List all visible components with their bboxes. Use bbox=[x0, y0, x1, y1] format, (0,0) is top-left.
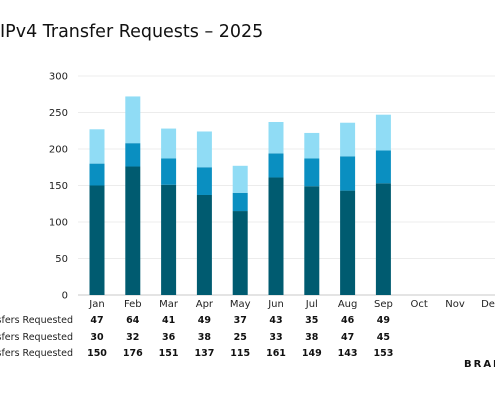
bar-segment bbox=[375, 150, 391, 184]
grid-lines bbox=[78, 75, 495, 296]
bar-segment bbox=[196, 131, 212, 168]
bar-segment bbox=[89, 129, 105, 164]
table-cell: 38 bbox=[305, 332, 319, 343]
bar-segment bbox=[161, 158, 177, 185]
x-tick-label: Sep bbox=[374, 299, 393, 310]
table-cell: 153 bbox=[373, 348, 393, 359]
table-cell: 33 bbox=[269, 332, 282, 343]
x-axis-ticks: Jan Feb Mar Apr May Jun Jul Aug Sep Oct Nov Dec bbox=[88, 299, 495, 310]
table-cell: 46 bbox=[341, 315, 355, 326]
x-tick-label: Jan bbox=[88, 299, 104, 310]
table-cell: 25 bbox=[234, 332, 247, 343]
table-cell: 149 bbox=[302, 348, 322, 359]
table-cell: 49 bbox=[198, 315, 211, 326]
bar-segment bbox=[89, 163, 105, 186]
table-cell: 43 bbox=[269, 315, 282, 326]
brand-logo: BRAN bbox=[464, 359, 495, 370]
table-cell: 35 bbox=[305, 315, 318, 326]
x-tick-label: Feb bbox=[124, 299, 142, 310]
bar-segment bbox=[304, 186, 320, 295]
y-tick-label: 0 bbox=[62, 291, 68, 302]
table-cell: 150 bbox=[87, 348, 107, 359]
bar-segment bbox=[304, 132, 320, 159]
table-cell: 47 bbox=[90, 315, 103, 326]
bar-segment bbox=[196, 167, 212, 195]
y-tick-label: 300 bbox=[49, 72, 68, 83]
y-tick-label: 50 bbox=[55, 254, 68, 265]
table-cell: 49 bbox=[377, 315, 390, 326]
chart-title: IPv4 Transfer Requests – 2025 bbox=[0, 22, 264, 42]
table-row-label: …nsfers Requested bbox=[0, 315, 73, 326]
bar-segment bbox=[161, 128, 177, 159]
x-tick-label: May bbox=[230, 299, 251, 310]
bar-segment bbox=[125, 166, 141, 295]
table-row-label: …nsfers Requested bbox=[0, 348, 73, 359]
bar-segment bbox=[268, 121, 284, 154]
x-tick-label: Dec bbox=[481, 299, 495, 310]
x-tick-label: Jul bbox=[305, 299, 318, 310]
bar-segment bbox=[375, 114, 391, 151]
bar-segment bbox=[375, 183, 391, 295]
table-cell: 143 bbox=[338, 348, 358, 359]
table-cell: 38 bbox=[198, 332, 212, 343]
x-tick-label: Mar bbox=[159, 299, 179, 310]
bar-segment bbox=[161, 184, 177, 295]
x-tick-label: Nov bbox=[445, 299, 465, 310]
x-tick-label: Oct bbox=[411, 299, 428, 310]
bar-segment bbox=[89, 185, 105, 295]
data-table: …nsfers Requested 47 64 41 49 37 43 35 46 49 …sfer… bbox=[0, 315, 393, 359]
y-tick-label: 250 bbox=[49, 108, 68, 119]
table-cell: 30 bbox=[90, 332, 104, 343]
x-tick-label: Aug bbox=[338, 299, 358, 310]
bar-segment bbox=[232, 211, 248, 295]
table-cell: 41 bbox=[162, 315, 175, 326]
y-axis-ticks: 0 50 100 150 200 250 300 bbox=[49, 72, 68, 302]
table-cell: 115 bbox=[230, 348, 250, 359]
x-tick-label: Apr bbox=[196, 299, 214, 310]
table-cell: 64 bbox=[126, 315, 140, 326]
bar-segment bbox=[268, 153, 284, 178]
bar-segment bbox=[232, 192, 248, 212]
table-cell: 37 bbox=[234, 315, 247, 326]
bar-segment bbox=[196, 194, 212, 295]
bar-segment bbox=[232, 165, 248, 193]
bar-segment bbox=[125, 143, 141, 167]
table-cell: 176 bbox=[123, 348, 143, 359]
y-tick-label: 100 bbox=[49, 218, 68, 229]
table-cell: 32 bbox=[126, 332, 139, 343]
y-tick-label: 200 bbox=[49, 145, 68, 156]
table-cell: 137 bbox=[194, 348, 214, 359]
table-cell: 36 bbox=[162, 332, 176, 343]
bar-segment bbox=[304, 158, 320, 187]
x-tick-label: Jun bbox=[267, 299, 284, 310]
bar-segment bbox=[268, 177, 284, 295]
table-cell: 161 bbox=[266, 348, 286, 359]
table-cell: 151 bbox=[159, 348, 179, 359]
bars bbox=[89, 96, 391, 295]
bar-segment bbox=[125, 96, 141, 144]
table-cell: 45 bbox=[377, 332, 390, 343]
table-cell: 47 bbox=[341, 332, 354, 343]
bar-segment bbox=[340, 190, 356, 295]
table-row-label: …sfers Requested bbox=[0, 332, 73, 343]
bar-segment bbox=[340, 122, 356, 157]
bar-segment bbox=[340, 156, 356, 191]
y-tick-label: 150 bbox=[49, 181, 68, 192]
